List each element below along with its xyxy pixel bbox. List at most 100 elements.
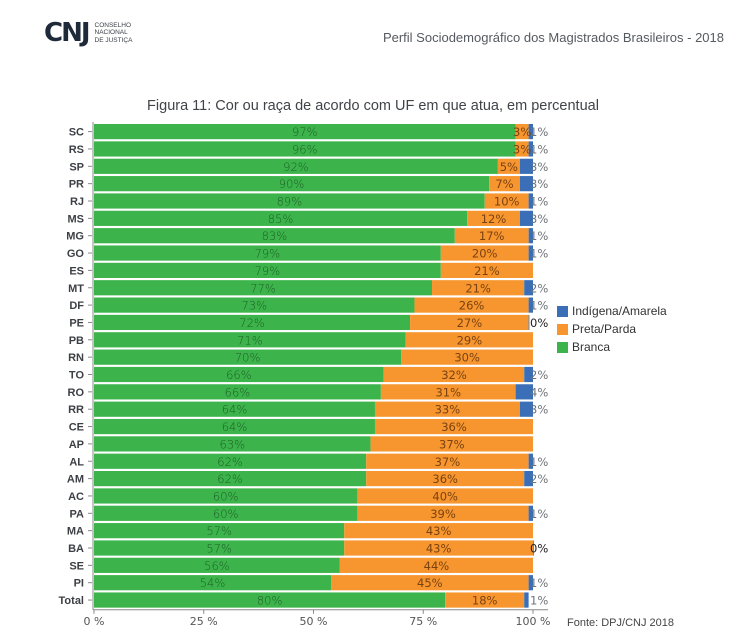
data-label-branca: 57% xyxy=(206,542,232,556)
bar-branca xyxy=(94,418,375,435)
source-note: Fonte: DPJ/CNJ 2018 xyxy=(567,617,674,629)
data-label-preta-parda: 10% xyxy=(494,195,520,209)
bar-branca xyxy=(94,575,332,591)
bar-indigena-amarela xyxy=(519,176,533,192)
bar-branca xyxy=(94,193,485,209)
bar-indigena-amarela xyxy=(519,210,533,226)
data-label-preta-parda: 29% xyxy=(457,333,483,347)
bar-indigena-amarela xyxy=(519,401,533,417)
bar-indigena-amarela xyxy=(528,141,533,157)
bar-preta-parda xyxy=(357,505,529,521)
data-label-branca: 80% xyxy=(257,594,283,608)
bar-branca xyxy=(94,245,441,261)
data-label-branca: 64% xyxy=(222,403,248,417)
data-label-indigena-amarela: 2% xyxy=(530,368,548,382)
data-label-branca: 62% xyxy=(217,455,243,469)
data-label-branca: 96% xyxy=(292,142,318,156)
chart-title: Figura 11: Cor ou raça de acordo com UF … xyxy=(147,98,599,114)
category-label: MA xyxy=(67,526,84,538)
bar-preta-parda xyxy=(339,557,533,573)
legend-swatch-indigena xyxy=(557,305,568,317)
bar-indigena-amarela xyxy=(533,540,534,556)
data-label-branca: 71% xyxy=(237,333,263,347)
bar-indigena-amarela xyxy=(528,505,533,521)
data-label-preta-parda: 43% xyxy=(426,524,452,538)
bar-preta-parda xyxy=(440,262,533,278)
data-label-branca: 89% xyxy=(277,195,303,209)
bar-branca xyxy=(94,210,468,226)
bar-branca xyxy=(94,280,433,296)
category-label: PI xyxy=(74,578,84,590)
category-label: BA xyxy=(68,543,84,555)
category-label: ES xyxy=(69,265,84,277)
data-label-preta-parda: 37% xyxy=(435,455,461,469)
category-label: DF xyxy=(69,300,84,312)
bar-branca xyxy=(94,523,345,539)
bar-indigena-amarela xyxy=(528,245,533,261)
bar-preta-parda xyxy=(374,418,533,435)
category-label: SC xyxy=(69,127,84,139)
legend-label: Preta/Parda xyxy=(572,322,637,336)
bar-preta-parda xyxy=(370,436,533,452)
data-label-branca: 66% xyxy=(226,368,252,382)
data-label-branca: 60% xyxy=(213,489,239,503)
bar-branca xyxy=(94,228,455,244)
data-label-preta-parda: 3% xyxy=(513,125,531,139)
data-label-indigena-amarela: 4% xyxy=(530,385,548,399)
bar-branca xyxy=(94,453,367,469)
data-label-preta-parda: 40% xyxy=(432,489,458,503)
bar-preta-parda xyxy=(432,280,525,296)
data-label-indigena-amarela: 3% xyxy=(530,160,548,174)
bar-branca xyxy=(94,349,402,365)
bar-preta-parda xyxy=(380,384,516,400)
bar-preta-parda xyxy=(357,488,533,504)
bar-indigena-amarela xyxy=(524,592,529,608)
bar-indigena-amarela xyxy=(528,193,533,209)
category-label: CE xyxy=(69,422,84,434)
category-label: AP xyxy=(69,439,84,451)
legend-label: Indígena/Amarela xyxy=(572,304,667,318)
x-tick-label: 75 % xyxy=(409,615,437,628)
data-label-preta-parda: 31% xyxy=(435,385,461,399)
logo-line: Nacional xyxy=(94,29,128,37)
bar-preta-parda xyxy=(489,176,520,192)
bar-branca xyxy=(94,488,358,504)
bar-preta-parda xyxy=(440,245,529,261)
category-label: PR xyxy=(69,179,84,191)
bar-branca xyxy=(94,158,498,174)
data-label-branca: 62% xyxy=(217,472,243,486)
data-label-branca: 79% xyxy=(255,264,281,278)
data-label-preta-parda: 30% xyxy=(454,351,480,365)
bar-indigena-amarela xyxy=(528,453,533,469)
x-tick-label: 25 % xyxy=(190,615,218,628)
legend-item-preta-parda: Preta/Parda xyxy=(557,320,667,338)
data-label-preta-parda: 33% xyxy=(435,403,461,417)
data-label-indigena-amarela: 1% xyxy=(530,142,548,156)
category-label: GO xyxy=(67,248,85,260)
data-label-indigena-amarela: 1% xyxy=(530,247,548,261)
data-label-branca: 54% xyxy=(200,576,226,590)
data-label-indigena-amarela: 2% xyxy=(530,281,548,295)
bar-branca xyxy=(94,592,446,608)
bar-branca xyxy=(94,436,371,452)
bar-indigena-amarela xyxy=(524,366,533,383)
bar-preta-parda xyxy=(454,228,529,244)
bar-branca xyxy=(94,141,516,157)
bar-preta-parda xyxy=(344,523,533,539)
category-label: SP xyxy=(69,161,84,173)
data-label-branca: 73% xyxy=(241,299,267,313)
bar-branca xyxy=(94,314,411,331)
data-label-branca: 79% xyxy=(255,247,281,261)
data-label-indigena-amarela: 0% xyxy=(530,542,548,556)
data-label-indigena-amarela: 3% xyxy=(530,177,548,191)
data-label-indigena-amarela: 1% xyxy=(530,125,548,139)
data-label-branca: 90% xyxy=(279,177,305,191)
bar-indigena-amarela xyxy=(519,158,533,174)
data-label-branca: 92% xyxy=(283,160,309,174)
category-label: MS xyxy=(68,213,85,225)
data-label-preta-parda: 5% xyxy=(500,160,518,174)
x-tick-label: 100 % xyxy=(516,615,551,628)
data-label-indigena-amarela: 1% xyxy=(530,299,548,313)
bar-indigena-amarela xyxy=(528,575,533,591)
report-title: Perfil Sociodemográfico dos Magistrados … xyxy=(382,30,724,45)
